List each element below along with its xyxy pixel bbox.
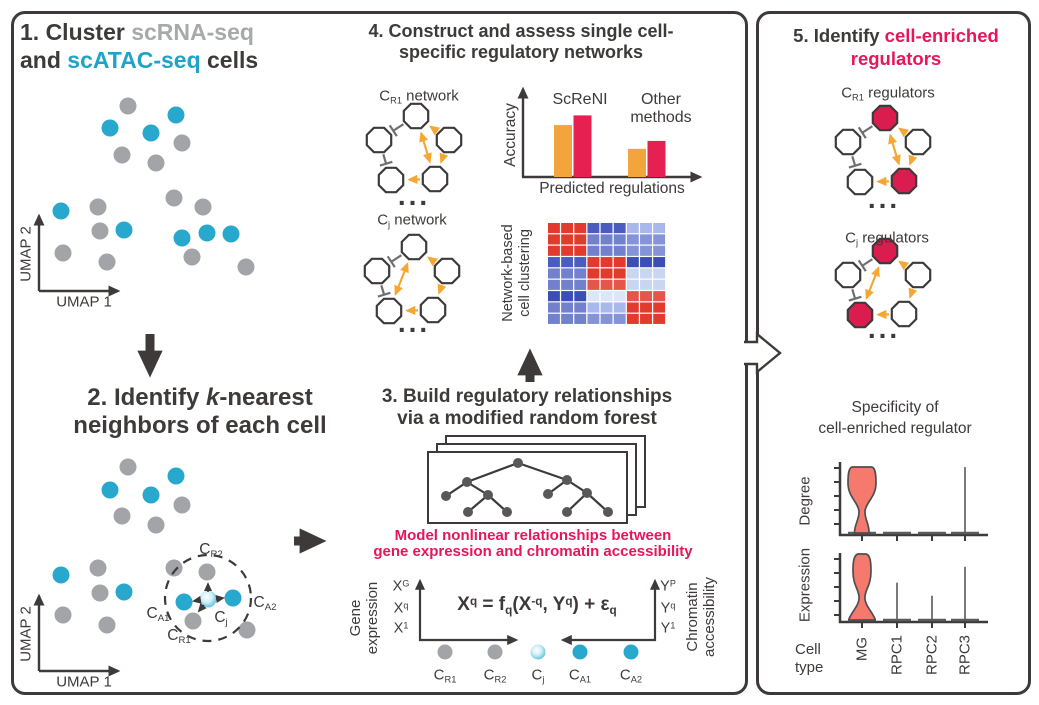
predicted-regulations-label: Predicted regulations: [539, 180, 685, 198]
cj-regulators-label: Cj regulators: [845, 229, 929, 248]
celltype-rpc1-label: RPC1: [888, 634, 906, 676]
umap2-x-axis-label: UMAP 1: [56, 673, 112, 691]
accuracy-axis-label: Accuracy: [502, 103, 520, 167]
umap1-plot: [33, 97, 255, 297]
knn-label-ca1: CA1: [146, 605, 170, 625]
knn-label-ca2: CA2: [253, 594, 277, 614]
celltype-mg-label: MG: [853, 636, 871, 662]
panel-connector-arrow: [744, 331, 782, 375]
cj-network-label: Cj network: [377, 211, 447, 230]
ellipsis-cj-network: ...: [397, 306, 431, 338]
knn-label-cj: Cj: [214, 609, 228, 629]
network-clustering-label: Network-based cell clustering: [500, 224, 533, 322]
cell-label-ca2: CA2: [619, 666, 643, 685]
equation-diagram: [414, 578, 661, 660]
cell-label-cr2: CR2: [483, 666, 507, 685]
umap1-y-axis-label: UMAP 2: [17, 226, 35, 282]
chromatin-accessibility-axis-label: Chromatin accessibility: [684, 576, 718, 658]
ellipsis-cr1-network: ...: [397, 179, 431, 211]
chromatin-tick-yq: Yq: [660, 600, 676, 617]
umap1-x-axis-label: UMAP 1: [56, 293, 112, 311]
cj-network: [363, 233, 461, 325]
violin-plots: [834, 462, 988, 628]
equation: Xq = fq(X-q, Yq) + εq: [457, 594, 617, 618]
ellipsis-cr1-regulators: ...: [867, 182, 901, 214]
knn-label-cr1: CR1: [167, 627, 191, 647]
accuracy-bar-chart: [517, 86, 703, 183]
gene-tick-x1: X1: [393, 620, 409, 637]
gene-tick-xg: XG: [392, 578, 410, 595]
expression-axis-label: Expression: [796, 547, 814, 623]
cj-regulators-network: [834, 237, 932, 329]
gene-tick-xq: Xq: [393, 600, 409, 617]
panel1-title: 1. Cluster scRNA-seq and scATAC-seq cells: [20, 19, 259, 73]
ellipsis-cj-regulators: ...: [867, 312, 901, 344]
umap2-plot: [33, 458, 256, 677]
panel4-title: 4. Construct and assess single cell-spec…: [368, 21, 674, 62]
cr1-regulators-network: [834, 104, 932, 196]
cell-type-label: Cell type: [795, 641, 824, 676]
cell-label-cr1: CR1: [433, 666, 457, 685]
degree-axis-label: Degree: [796, 476, 814, 526]
cell-clustering-heatmap: [548, 223, 666, 324]
cell-label-cj: Cj: [531, 666, 545, 685]
other-methods-label: Other methods: [630, 91, 692, 126]
random-forest: [427, 435, 646, 524]
panel3-title: 3. Build regulatory relationships via a m…: [381, 386, 673, 429]
model-nonlinear-note: Model nonlinear relationships between gen…: [373, 527, 693, 560]
panel5-title: 5. Identify cell-enriched regulators: [793, 25, 999, 69]
knn-label-cr2: CR2: [199, 541, 223, 561]
cr1-network: [365, 102, 463, 194]
umap2-y-axis-label: UMAP 2: [17, 606, 35, 662]
screni-label: ScReNI: [552, 90, 608, 108]
chromatin-tick-y1: Y1: [660, 620, 676, 637]
cr1-regulators-label: CR1 regulators: [841, 84, 935, 103]
specificity-label: Specificity of cell-enriched regulator: [818, 399, 972, 437]
cell-label-ca1: CA1: [568, 666, 592, 685]
flow-arrows: [137, 334, 543, 554]
gene-expression-axis-label: Gene expression: [347, 581, 381, 655]
celltype-rpc2-label: RPC2: [923, 634, 941, 676]
main-panel-box: [11, 11, 748, 695]
celltype-rpc3-label: RPC3: [956, 634, 974, 676]
panel2-title: 2. Identify k-nearest neighbors of each c…: [73, 384, 327, 439]
chromatin-tick-yp: YP: [660, 578, 676, 595]
knn-neighborhood: [163, 553, 253, 643]
cr1-network-label: CR1 network: [379, 87, 459, 106]
